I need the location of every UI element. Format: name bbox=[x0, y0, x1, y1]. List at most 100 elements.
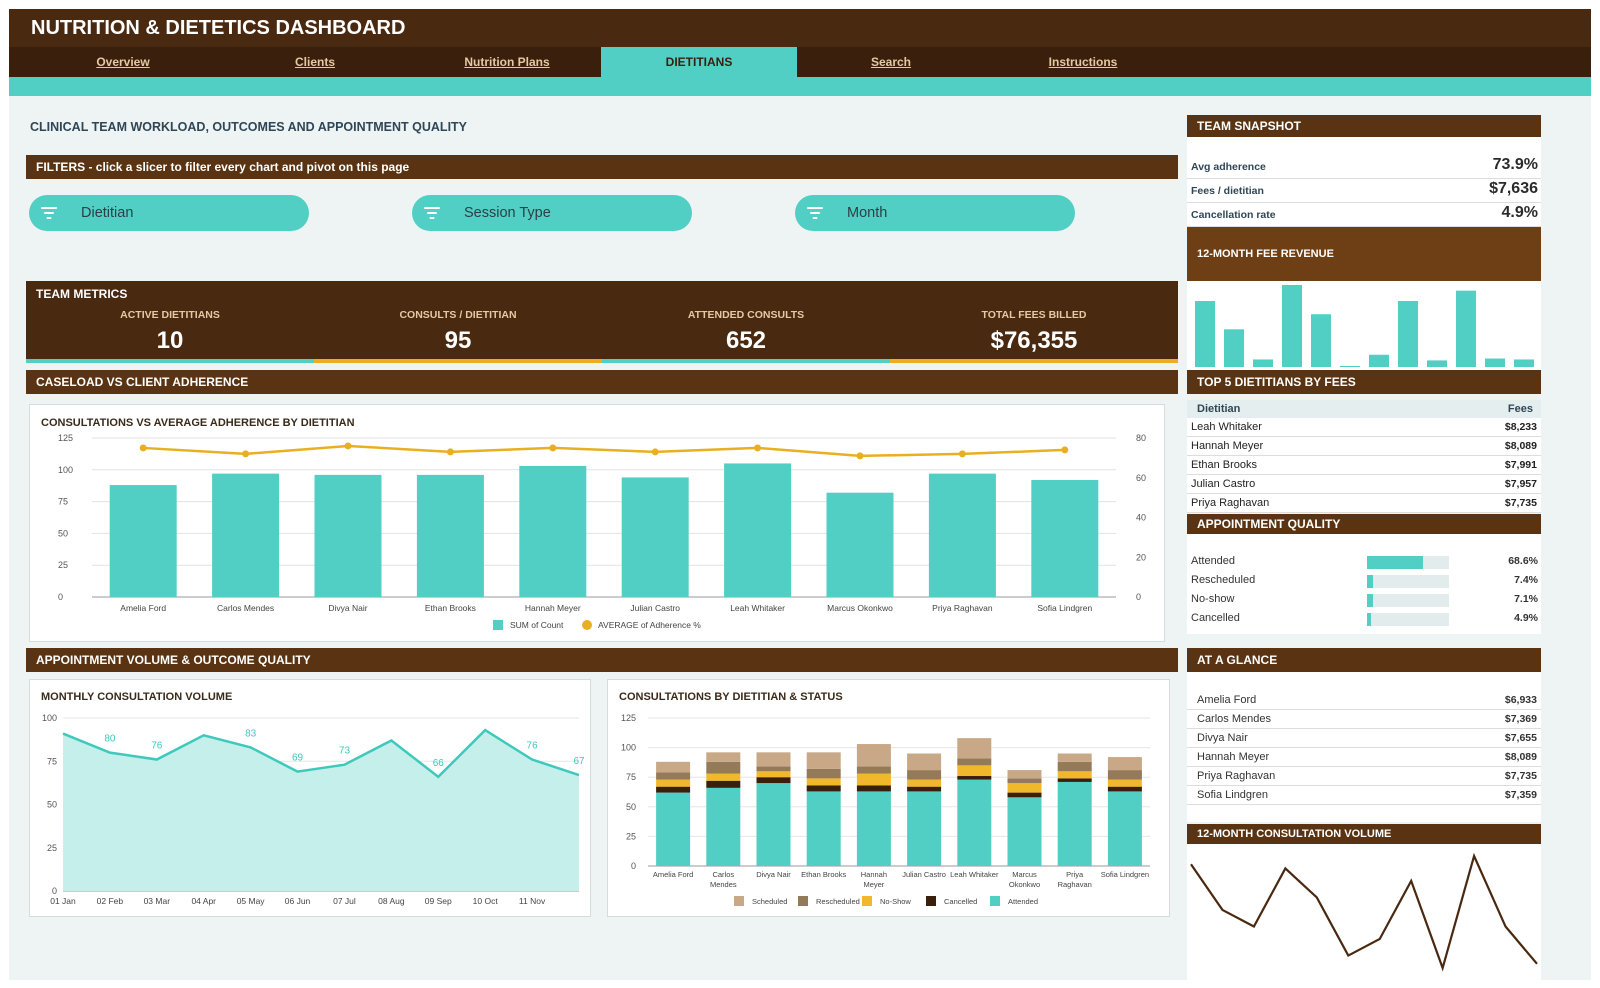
x-tick-label: Meyer bbox=[863, 880, 884, 889]
tab-dietitians[interactable]: DIETITIANS bbox=[601, 47, 797, 77]
quality-fill bbox=[1367, 594, 1373, 607]
x-tick-label: Amelia Ford bbox=[653, 870, 693, 879]
stacked-segment bbox=[1057, 761, 1092, 772]
kpi-active-dietitians: ACTIVE DIETITIANS 10 bbox=[26, 281, 314, 363]
bar bbox=[1031, 479, 1099, 597]
legend-label: Rescheduled bbox=[816, 897, 860, 906]
top5-name: Leah Whitaker bbox=[1191, 421, 1262, 433]
x-tick-label: 02 Feb bbox=[97, 896, 124, 906]
stacked-segment bbox=[756, 771, 791, 778]
stacked-segment bbox=[856, 744, 891, 767]
stacked-segment bbox=[1007, 778, 1042, 784]
filters-bar: FILTERS - click a slicer to filter every… bbox=[26, 155, 1178, 179]
stacked-segment bbox=[1007, 792, 1042, 798]
x-tick-label: Marcus bbox=[1012, 870, 1037, 879]
stacked-segment bbox=[907, 786, 942, 792]
y-tick-label: 100 bbox=[42, 713, 57, 723]
x-tick-label: 04 Apr bbox=[191, 896, 216, 906]
consultation-volume-line bbox=[1190, 852, 1538, 972]
tab-instructions[interactable]: Instructions bbox=[1048, 55, 1118, 69]
tab-nutrition-plans[interactable]: Nutrition Plans bbox=[464, 55, 550, 69]
consultations-vs-adherence-chart: 0 25 50 75 100 125 0 20 40 60 80 Amelia Ford Carlos … bbox=[58, 433, 1146, 630]
x-tick-label: 10 Oct bbox=[473, 896, 499, 906]
glance-row: Divya Nair $7,655 bbox=[1187, 729, 1541, 748]
chart-title: CONSULTATIONS BY DIETITIAN & STATUS bbox=[619, 691, 843, 703]
slicer-label: Month bbox=[847, 205, 888, 221]
top5-header: Dietitian Fees bbox=[1187, 400, 1541, 418]
tab-clients[interactable]: Clients bbox=[294, 55, 335, 69]
y-tick-label: 0 bbox=[58, 592, 63, 602]
fee-revenue-sparkbars bbox=[1195, 285, 1534, 367]
x-tick-label: Hannah bbox=[861, 870, 887, 879]
kpi-value: 10 bbox=[156, 327, 184, 354]
col-fees: Fees bbox=[1507, 403, 1533, 415]
bar bbox=[212, 473, 280, 597]
data-label: 83 bbox=[245, 728, 257, 739]
quality-pct: 7.4% bbox=[1514, 574, 1538, 586]
x-tick-label: Carlos Mendes bbox=[217, 603, 274, 613]
stacked-segment bbox=[656, 786, 691, 793]
stacked-segment bbox=[907, 779, 942, 787]
y2-tick-label: 80 bbox=[1136, 433, 1146, 443]
glance-row: Hannah Meyer $8,089 bbox=[1187, 748, 1541, 767]
revenue-bar bbox=[1398, 301, 1418, 367]
glance-row: Sofia Lindgren $7,359 bbox=[1187, 786, 1541, 805]
volume-line bbox=[62, 728, 580, 779]
volume-area bbox=[63, 730, 579, 891]
snapshot-label: Fees / dietitian bbox=[1191, 185, 1264, 197]
y-tick-label: 50 bbox=[58, 528, 68, 538]
stacked-segment bbox=[806, 752, 841, 769]
slicer-month[interactable]: Month bbox=[795, 195, 1075, 231]
x-tick-label: Carlos bbox=[712, 870, 734, 879]
bar bbox=[621, 477, 689, 597]
data-label: 76 bbox=[151, 741, 163, 752]
kpi-attended-consults: ATTENDED CONSULTS 652 bbox=[602, 281, 890, 363]
top5-title: TOP 5 DIETITIANS BY FEES bbox=[1187, 370, 1541, 394]
stacked-segment bbox=[856, 785, 891, 792]
top5-name: Hannah Meyer bbox=[1191, 440, 1264, 452]
quality-pct: 68.6% bbox=[1508, 555, 1538, 567]
stacked-segment bbox=[957, 758, 992, 766]
stacked-segment bbox=[1107, 757, 1142, 771]
stacked-segment bbox=[756, 752, 791, 767]
stacked-segment bbox=[756, 766, 791, 772]
slicer-label: Session Type bbox=[464, 205, 551, 221]
stacked-segment bbox=[756, 783, 791, 866]
slicer-session-type[interactable]: Session Type bbox=[412, 195, 692, 231]
stacked-segment bbox=[856, 791, 891, 866]
y-tick-label: 25 bbox=[47, 843, 57, 853]
top5-row: Julian Castro $7,957 bbox=[1187, 475, 1541, 494]
slicer-dietitian[interactable]: Dietitian bbox=[29, 195, 309, 231]
consultations-vs-adherence-panel: CONSULTATIONS VS AVERAGE ADHERENCE BY DI… bbox=[29, 404, 1165, 642]
x-tick-label: 11 Nov bbox=[519, 896, 546, 906]
stacked-segment bbox=[907, 753, 942, 771]
stacked-segment bbox=[856, 766, 891, 774]
revenue-bar bbox=[1282, 285, 1302, 367]
x-tick-label: 06 Jun bbox=[285, 896, 311, 906]
revenue-bar bbox=[1456, 290, 1476, 367]
adherence-point bbox=[1061, 446, 1069, 454]
tab-search[interactable]: Search bbox=[870, 55, 912, 69]
revenue-bar bbox=[1253, 359, 1273, 367]
glance-name: Amelia Ford bbox=[1197, 694, 1257, 706]
stacked-segment bbox=[706, 787, 741, 866]
fee-revenue-panel bbox=[1187, 281, 1541, 370]
x-tick-label: Julian Castro bbox=[902, 870, 946, 879]
quality-label: Attended bbox=[1191, 555, 1236, 567]
x-tick-label: 01 Jan bbox=[50, 896, 76, 906]
stacked-segment bbox=[957, 779, 992, 866]
chart-title: CONSULTATIONS VS AVERAGE ADHERENCE BY DI… bbox=[41, 417, 355, 429]
y2-tick-label: 60 bbox=[1136, 473, 1146, 483]
nav-bar: Overview Clients Nutrition Plans DIETITI… bbox=[9, 47, 1591, 77]
adherence-point bbox=[856, 452, 864, 460]
team-metrics-panel: TEAM METRICS ACTIVE DIETITIANS 10 CONSUL… bbox=[26, 281, 1178, 363]
revenue-bar bbox=[1195, 301, 1215, 367]
legend-label: Scheduled bbox=[752, 897, 787, 906]
kpi-value: 95 bbox=[444, 327, 472, 354]
top5-fees: $7,735 bbox=[1504, 497, 1537, 509]
top5-row: Ethan Brooks $7,991 bbox=[1187, 456, 1541, 475]
x-tick-label: Sofia Lindgren bbox=[1101, 870, 1149, 879]
legend-swatch bbox=[862, 896, 872, 906]
tab-overview[interactable]: Overview bbox=[96, 55, 150, 69]
quality-track bbox=[1367, 594, 1449, 607]
